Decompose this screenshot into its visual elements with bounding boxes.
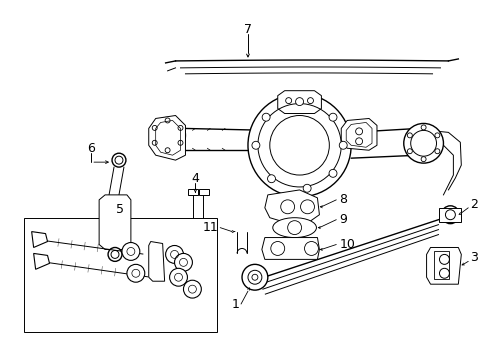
Circle shape: [434, 133, 439, 138]
Circle shape: [152, 125, 157, 130]
Circle shape: [439, 268, 448, 278]
Text: 7: 7: [244, 23, 251, 36]
Circle shape: [183, 280, 201, 298]
Circle shape: [242, 264, 267, 290]
Circle shape: [285, 98, 291, 104]
Circle shape: [165, 246, 183, 264]
Text: 11: 11: [202, 221, 218, 234]
Circle shape: [108, 247, 122, 261]
Circle shape: [280, 200, 294, 214]
Circle shape: [251, 141, 259, 149]
Text: 9: 9: [339, 213, 346, 226]
Circle shape: [174, 253, 192, 271]
Polygon shape: [32, 231, 47, 247]
Polygon shape: [148, 116, 185, 160]
Circle shape: [441, 206, 458, 224]
Polygon shape: [426, 247, 460, 284]
Polygon shape: [99, 195, 131, 249]
Circle shape: [403, 123, 443, 163]
Bar: [433, 251, 448, 279]
Circle shape: [152, 140, 157, 145]
Circle shape: [307, 98, 313, 104]
Bar: [24, 218, 217, 332]
Circle shape: [355, 138, 362, 145]
Circle shape: [178, 140, 183, 145]
Circle shape: [165, 148, 170, 153]
Polygon shape: [148, 242, 164, 281]
Polygon shape: [277, 91, 321, 113]
Circle shape: [420, 157, 425, 162]
Circle shape: [122, 243, 140, 260]
Text: 2: 2: [469, 198, 477, 211]
Circle shape: [420, 125, 425, 130]
Polygon shape: [341, 118, 376, 150]
Bar: [188, 189, 198, 195]
Circle shape: [328, 169, 336, 177]
Circle shape: [287, 221, 301, 235]
Circle shape: [328, 113, 336, 121]
Circle shape: [127, 264, 144, 282]
Circle shape: [178, 125, 183, 130]
Text: 1: 1: [232, 297, 240, 311]
Circle shape: [434, 149, 439, 154]
Text: 8: 8: [339, 193, 346, 206]
Text: 6: 6: [87, 142, 95, 155]
Polygon shape: [264, 190, 319, 224]
Text: 3: 3: [469, 251, 477, 264]
Circle shape: [303, 184, 310, 192]
Circle shape: [112, 153, 126, 167]
Circle shape: [149, 117, 185, 153]
Bar: [199, 189, 209, 195]
Circle shape: [267, 175, 275, 183]
Circle shape: [439, 255, 448, 264]
Circle shape: [247, 94, 350, 197]
Polygon shape: [262, 238, 319, 260]
Ellipse shape: [272, 218, 316, 238]
Text: 5: 5: [116, 203, 124, 216]
Circle shape: [407, 149, 411, 154]
Circle shape: [270, 242, 284, 255]
Circle shape: [247, 270, 262, 284]
Circle shape: [165, 118, 170, 123]
Circle shape: [262, 113, 269, 121]
Circle shape: [304, 242, 318, 255]
Circle shape: [300, 200, 314, 214]
Circle shape: [355, 128, 362, 135]
Circle shape: [295, 98, 303, 105]
Circle shape: [407, 133, 411, 138]
Circle shape: [339, 141, 346, 149]
Text: 4: 4: [191, 171, 199, 185]
Bar: [439, 208, 460, 222]
Text: 10: 10: [339, 238, 354, 251]
Polygon shape: [34, 253, 49, 269]
Circle shape: [169, 268, 187, 286]
